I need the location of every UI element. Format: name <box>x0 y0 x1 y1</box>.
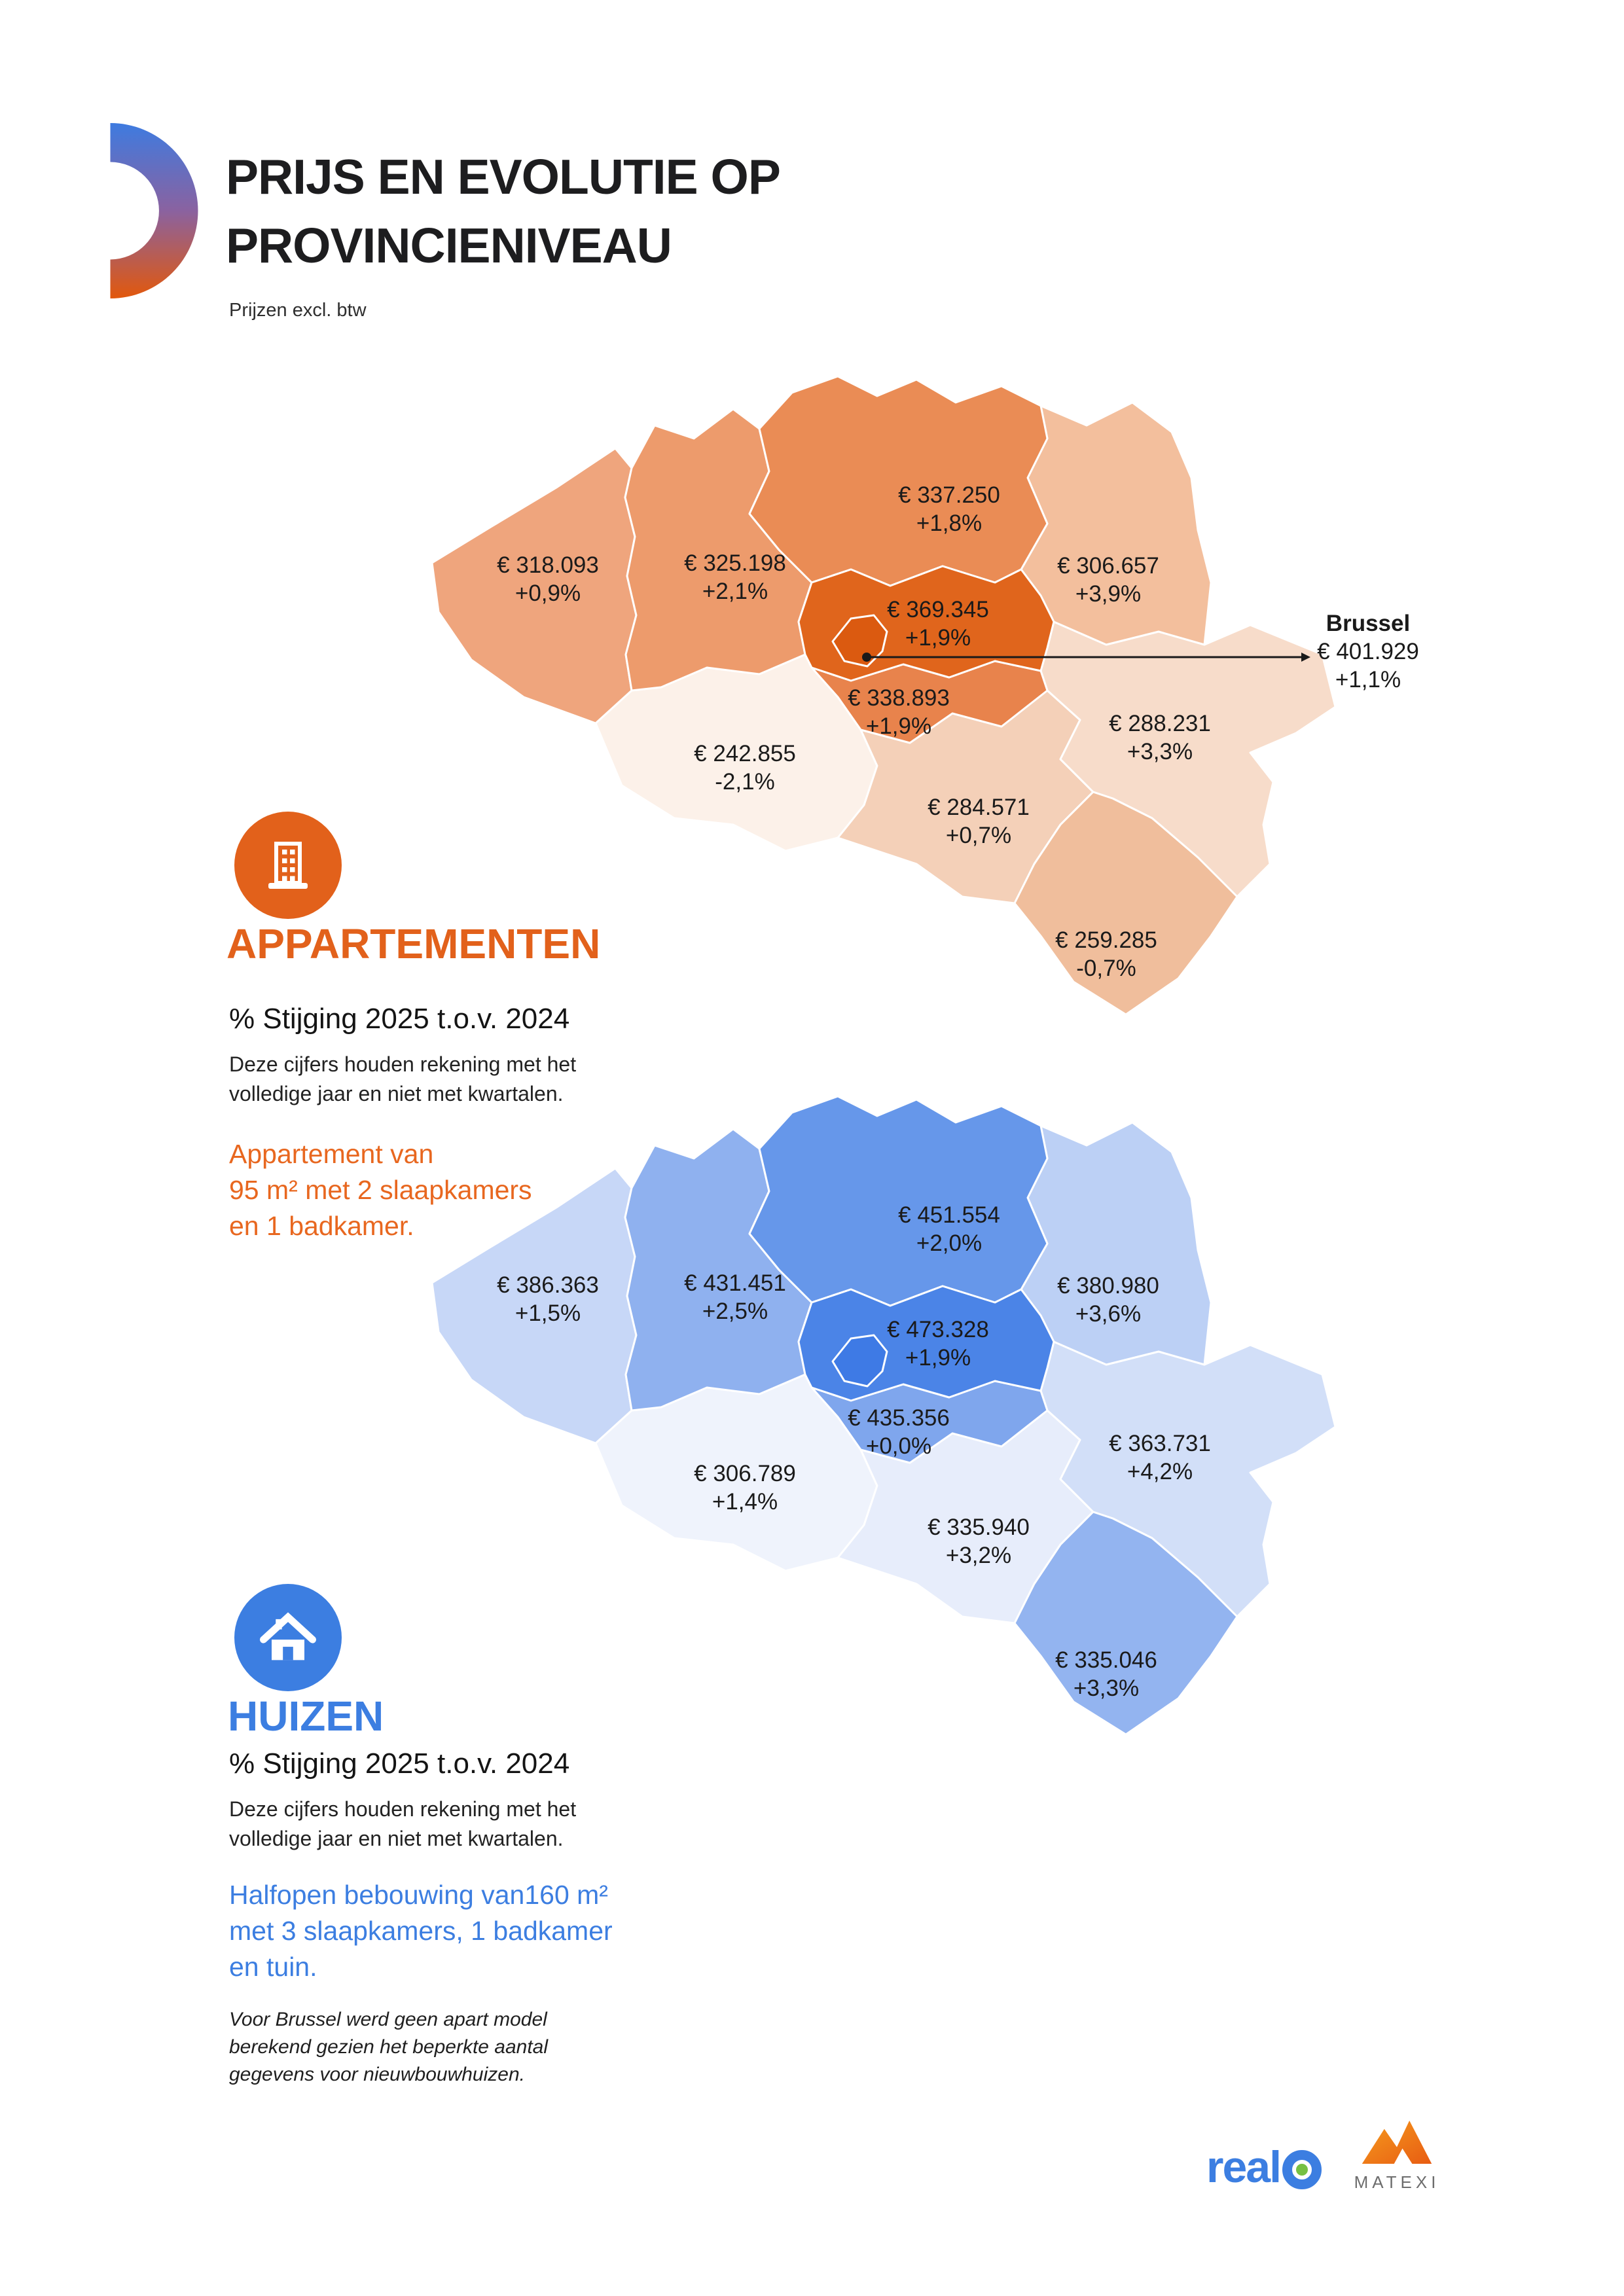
apartments-heading: APPARTEMENTEN <box>226 920 601 967</box>
label-oost-vlaanderen-value: € 325.198 <box>684 550 786 576</box>
label-oost-vlaanderen-value: € 431.451 <box>684 1270 786 1296</box>
houses-note: Deze cijfers houden rekening met het vol… <box>229 1797 577 1850</box>
label-limburg-delta: +3,9% <box>1075 581 1141 607</box>
label-waals-brabant-delta: +1,9% <box>866 713 931 739</box>
houses-description: Halfopen bebouwing van160 m² met 3 slaap… <box>229 1880 613 1982</box>
region-vlaams-brabant <box>797 565 1055 682</box>
page-title-line2: PROVINCIENIVEAU <box>226 218 672 273</box>
label-waals-brabant-delta: +0,0% <box>866 1433 931 1459</box>
arrowhead-icon <box>1301 653 1310 662</box>
region-limburg <box>1020 401 1212 646</box>
label-oost-vlaanderen-delta: +2,1% <box>702 579 768 604</box>
label-limburg-value: € 306.657 <box>1057 553 1159 579</box>
label-henegouwen-delta: -2,1% <box>715 769 774 795</box>
label-namen-delta: +0,7% <box>946 823 1011 848</box>
region-antwerpen <box>748 375 1049 587</box>
label-luik-delta: +3,3% <box>1127 739 1193 764</box>
realo-wordmark: real <box>1206 2142 1282 2192</box>
label-waals-brabant-value: € 435.356 <box>848 1405 950 1431</box>
apartments-note: Deze cijfers houden rekening met het vol… <box>229 1052 577 1105</box>
label-namen-value: € 284.571 <box>928 795 1030 820</box>
houses-subheading: % Stijging 2025 t.o.v. 2024 <box>229 1748 570 1780</box>
houses-map: € 386.363 +1,5% € 431.451 +2,5% € 451.55… <box>431 1095 1337 1736</box>
apartments-icon-badge <box>234 812 342 919</box>
apartments-subheading: % Stijging 2025 t.o.v. 2024 <box>229 1003 570 1035</box>
label-west-vlaanderen-value: € 386.363 <box>497 1272 599 1298</box>
brussels-footnote: Voor Brussel werd geen apart model berek… <box>229 2009 549 2085</box>
brussels-value: € 401.929 <box>1317 639 1419 664</box>
label-luxemburg-delta: +3,3% <box>1074 1676 1139 1701</box>
label-oost-vlaanderen-delta: +2,5% <box>702 1299 768 1324</box>
label-luxemburg-value: € 335.046 <box>1055 1647 1157 1673</box>
label-antwerpen-delta: +2,0% <box>916 1230 982 1256</box>
region-limburg <box>1020 1121 1212 1366</box>
houses-region-labels: € 386.363 +1,5% € 431.451 +2,5% € 451.55… <box>497 1202 1211 1701</box>
apartments-region-labels: € 318.093 +0,9% € 325.198 +2,1% € 337.25… <box>497 482 1211 981</box>
label-vlaams-brabant-value: € 369.345 <box>887 597 989 622</box>
brand-arc-logo <box>110 123 198 298</box>
realo-o-icon <box>1282 2150 1322 2189</box>
brussels-name: Brussel <box>1326 611 1410 636</box>
label-namen-value: € 335.940 <box>928 1515 1030 1540</box>
label-luik-value: € 288.231 <box>1109 711 1211 736</box>
label-limburg-value: € 380.980 <box>1057 1273 1159 1299</box>
label-henegouwen-value: € 306.789 <box>694 1461 796 1486</box>
matexi-m-icon <box>1362 2121 1432 2164</box>
apartments-description: Appartement van 95 m² met 2 slaapkamers … <box>229 1139 532 1241</box>
label-antwerpen-value: € 451.554 <box>898 1202 1000 1228</box>
page-subtitle: Prijzen excl. btw <box>229 300 367 321</box>
realo-green-dot-icon <box>1296 2164 1308 2176</box>
label-namen-delta: +3,2% <box>946 1543 1011 1568</box>
label-henegouwen-delta: +1,4% <box>712 1489 778 1515</box>
realo-logo: real <box>1206 2142 1322 2193</box>
label-west-vlaanderen-delta: +1,5% <box>515 1300 581 1326</box>
houses-icon-badge <box>234 1584 342 1691</box>
label-henegouwen-value: € 242.855 <box>694 741 796 766</box>
brussels-annotation: Brussel € 401.929 +1,1% <box>862 611 1419 692</box>
houses-heading: HUIZEN <box>228 1693 384 1740</box>
label-west-vlaanderen-delta: +0,9% <box>515 581 581 606</box>
label-antwerpen-value: € 337.250 <box>898 482 1000 508</box>
page-title-line1: PRIJS EN EVOLUTIE OP <box>226 149 781 204</box>
region-antwerpen <box>748 1095 1049 1307</box>
label-limburg-delta: +3,6% <box>1075 1301 1141 1327</box>
label-antwerpen-delta: +1,8% <box>916 511 982 536</box>
label-vlaams-brabant-value: € 473.328 <box>887 1317 989 1342</box>
label-waals-brabant-value: € 338.893 <box>848 685 950 711</box>
label-luik-value: € 363.731 <box>1109 1431 1211 1456</box>
label-luik-delta: +4,2% <box>1127 1459 1193 1484</box>
matexi-wordmark: MATEXI <box>1354 2172 1440 2192</box>
brussels-delta: +1,1% <box>1335 667 1401 692</box>
label-luxemburg-value: € 259.285 <box>1055 927 1157 953</box>
page-title: PRIJS EN EVOLUTIE OP PROVINCIENIVEAU <box>226 143 781 280</box>
label-vlaams-brabant-delta: +1,9% <box>905 1345 971 1371</box>
apartments-map: € 318.093 +0,9% € 325.198 +2,1% € 337.25… <box>431 375 1419 1016</box>
label-west-vlaanderen-value: € 318.093 <box>497 552 599 578</box>
label-vlaams-brabant-delta: +1,9% <box>905 625 971 651</box>
house-icon <box>260 1612 316 1660</box>
label-luxemburg-delta: -0,7% <box>1076 956 1136 981</box>
apartment-building-icon <box>268 842 308 889</box>
matexi-logo: MATEXI <box>1354 2121 1440 2193</box>
region-vlaams-brabant <box>797 1285 1055 1402</box>
